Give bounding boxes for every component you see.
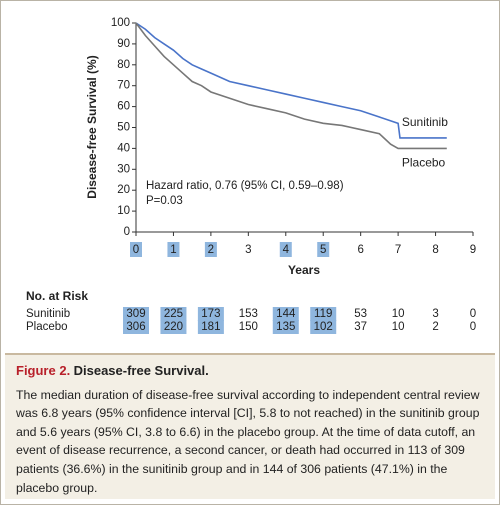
x-tick-label: 2: [208, 244, 214, 256]
series-label: Sunitinib: [402, 115, 448, 129]
risk-row-label: Sunitinib: [26, 308, 70, 320]
annotation: Hazard ratio, 0.76 (95% CI, 0.59–0.98): [146, 180, 344, 192]
y-tick-label: 50: [117, 122, 130, 134]
y-tick-label: 90: [117, 38, 130, 50]
caption-title: Disease-free Survival.: [73, 363, 209, 378]
y-tick-label: 10: [117, 205, 130, 217]
x-tick-label: 5: [320, 244, 326, 256]
risk-value: 37: [354, 321, 367, 333]
x-tick-label: 0: [133, 244, 139, 256]
risk-value: 181: [201, 321, 220, 333]
tick-highlight: [279, 242, 292, 257]
risk-highlight: [310, 320, 337, 334]
y-tick-label: 30: [117, 163, 130, 175]
tick-highlight: [317, 242, 330, 257]
risk-value: 10: [392, 308, 405, 320]
survival-line: [135, 22, 447, 139]
risk-highlight: [160, 307, 187, 321]
y-tick-label: 0: [124, 226, 130, 238]
risk-highlight: [123, 320, 149, 334]
risk-value: 150: [239, 321, 258, 333]
caption-label: Figure 2.: [16, 363, 71, 378]
x-tick-label: 3: [245, 244, 251, 256]
x-tick-label: 9: [470, 244, 476, 256]
risk-value: 144: [276, 308, 296, 320]
y-tick-label: 100: [111, 17, 130, 29]
annotation: P=0.03: [146, 195, 183, 207]
risk-highlight: [197, 307, 224, 321]
chart: Disease-free Survival (%) Years Hazard r…: [26, 17, 476, 334]
risk-value: 0: [470, 308, 476, 320]
survival-line: [135, 22, 447, 150]
risk-value: 173: [201, 308, 220, 320]
risk-value: 153: [239, 308, 258, 320]
x-tick-label: 7: [395, 244, 401, 256]
y-tick-label: 20: [117, 184, 130, 196]
risk-value: 220: [164, 321, 183, 333]
x-tick-label: 4: [283, 244, 290, 256]
series-label: Placebo: [402, 156, 446, 170]
risk-highlight: [123, 307, 149, 321]
x-tick-label: 1: [170, 244, 176, 256]
risk-value: 135: [276, 321, 295, 333]
risk-highlight: [160, 320, 187, 334]
y-tick-label: 60: [117, 101, 130, 113]
risk-value: 119: [314, 308, 332, 320]
risk-row-label: Placebo: [26, 321, 68, 333]
risk-value: 2: [432, 321, 438, 333]
y-axis-label: Disease-free Survival (%): [85, 55, 99, 198]
y-tick-label: 80: [117, 59, 130, 71]
risk-highlight: [272, 307, 299, 321]
risk-highlight: [272, 320, 299, 334]
risk-value: 309: [126, 308, 145, 320]
risk-table-title: No. at Risk: [26, 289, 88, 303]
caption-text: The median duration of disease-free surv…: [16, 387, 480, 495]
risk-highlight: [197, 320, 224, 334]
risk-value: 0: [470, 321, 476, 333]
risk-value: 225: [164, 308, 183, 320]
tick-highlight: [204, 242, 217, 257]
risk-value: 102: [314, 321, 333, 333]
x-tick-label: 8: [432, 244, 438, 256]
caption: Figure 2. Disease-free Survival. The med…: [5, 353, 495, 499]
x-axis-label: Years: [288, 263, 320, 277]
tick-highlight: [167, 242, 180, 257]
risk-value: 3: [432, 308, 438, 320]
y-tick-label: 70: [117, 80, 130, 92]
x-tick-label: 6: [357, 244, 363, 256]
risk-highlight: [310, 307, 337, 321]
risk-value: 306: [126, 321, 145, 333]
risk-value: 53: [354, 308, 367, 320]
y-tick-label: 40: [117, 142, 130, 154]
risk-value: 10: [392, 321, 405, 333]
tick-highlight: [130, 242, 142, 257]
